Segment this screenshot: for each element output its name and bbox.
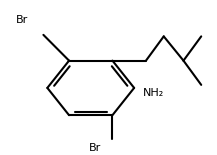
Text: NH₂: NH₂ [143,88,164,98]
Text: Br: Br [16,15,28,25]
Text: Br: Br [89,143,101,153]
